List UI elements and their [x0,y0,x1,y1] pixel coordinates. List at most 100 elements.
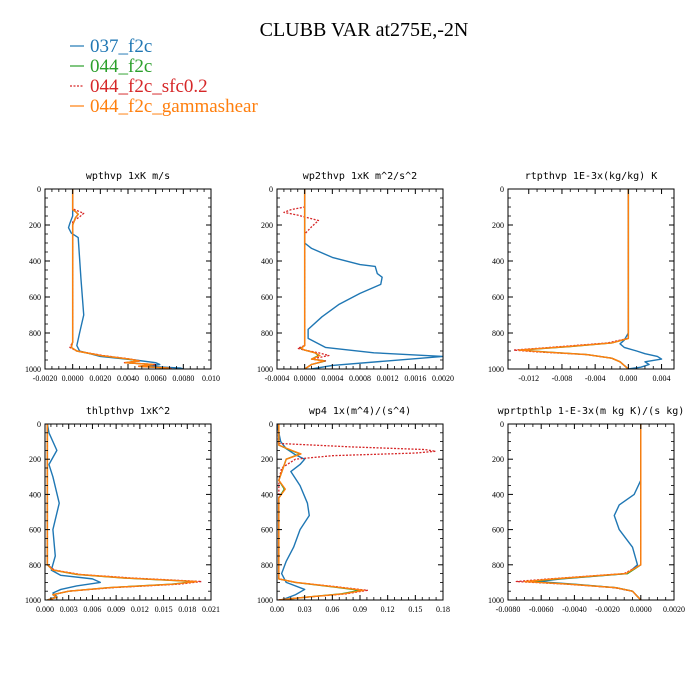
y-tick-label: 0 [500,420,504,429]
x-tick-label: 0.00 [270,605,284,614]
x-tick-label: 0.0000 [294,374,316,383]
x-tick-label: 0.003 [60,605,78,614]
series-line [303,189,443,369]
legend-entry: 044_f2c [70,56,152,77]
x-tick-label: 0.0060 [145,374,167,383]
x-tick-label: 0.03 [298,605,312,614]
legend: 037_f2c044_f2c044_f2c_sfc0.2044_f2c_gamm… [70,36,258,117]
legend-label: 044_f2c [90,56,152,77]
y-tick-label: 200 [492,221,504,230]
y-tick-label: 400 [261,257,273,266]
plot-frame [507,423,675,601]
chart-panel: wprtpthlp 1-E-3x(m kg K)/(s kg) 0 200 400 60… [488,406,685,614]
series-line [46,424,198,600]
y-tick-label: 1000 [257,365,273,374]
x-tick-label: -0.0004 [265,374,290,383]
series-group [283,189,443,369]
x-tick-label: 0.0020 [89,374,111,383]
y-tick-label: 1000 [25,365,41,374]
panel-title: rtpthvp 1E-3x(kg/kg) K [525,171,657,182]
y-tick-label: 600 [492,293,504,302]
series-group [277,424,437,600]
chart-panel: rtpthvp 1E-3x(kg/kg) K 0 200 400 600 800 1000 -… [488,171,675,383]
y-tick-label: 0 [269,420,273,429]
y-tick-label: 600 [261,526,273,535]
y-tick-label: 400 [29,490,41,499]
plot-frame [44,188,212,370]
y-tick-label: 800 [29,561,41,570]
y-tick-label: 800 [492,561,504,570]
x-tick-label: 0.018 [178,605,196,614]
x-tick-label: -0.008 [552,374,573,383]
y-tick-label: 600 [492,526,504,535]
legend-label: 037_f2c [90,36,152,57]
panel-title: thlpthvp 1xK^2 [86,406,170,417]
series-line [283,189,330,369]
panel-title: wpthvp 1xK m/s [86,171,170,182]
x-tick-label: 0.0016 [404,374,426,383]
y-tick-label: 400 [492,257,504,266]
x-tick-label: 0.012 [131,605,149,614]
y-tick-label: 0 [500,185,504,194]
x-tick-label: 0.12 [381,605,395,614]
y-tick-label: 200 [29,455,41,464]
series-line [277,424,310,600]
x-tick-label: 0.004 [653,374,671,383]
y-tick-label: 0 [37,420,41,429]
x-tick-label: 0.0080 [172,374,194,383]
y-tick-label: 800 [261,561,273,570]
x-tick-label: 0.0020 [432,374,454,383]
y-tick-label: 200 [261,455,273,464]
series-group [67,189,184,369]
legend-entry: 037_f2c [70,36,152,57]
panel-title: wp4 1x(m^4)/(s^4) [309,406,411,417]
chart-panel: wp2thvp 1xK m^2/s^2 0 200 400 600 800 1000-0.0… [257,171,454,383]
x-tick-label: 0.0004 [321,374,343,383]
y-tick-label: 200 [261,221,273,230]
y-tick-label: 200 [29,221,41,230]
x-tick-label: 0.15 [408,605,422,614]
x-tick-label: 0.0012 [377,374,399,383]
x-tick-label: 0.18 [436,605,450,614]
series-line [277,424,437,600]
x-tick-label: -0.004 [585,374,606,383]
x-tick-label: 0.09 [353,605,367,614]
legend-entry: 044_f2c_sfc0.2 [70,76,208,97]
plot-frame [507,188,675,370]
series-line [70,189,172,369]
series-line [619,189,663,369]
series-line [518,189,630,369]
y-tick-label: 800 [261,329,273,338]
x-tick-label: 0.06 [325,605,339,614]
y-tick-label: 800 [492,329,504,338]
x-tick-label: -0.0020 [33,374,58,383]
plot-frame [276,423,444,601]
series-line [70,189,170,369]
x-tick-label: -0.0080 [496,605,521,614]
x-tick-label: 0.000 [36,605,54,614]
series-line [278,424,365,600]
x-tick-label: 0.010 [202,374,220,383]
series-line [69,189,173,369]
legend-label: 044_f2c_sfc0.2 [90,76,208,97]
y-tick-label: 1000 [257,596,273,605]
x-tick-label: 0.006 [83,605,101,614]
x-tick-label: 0.009 [107,605,125,614]
figure-title: CLUBB VAR at275E,-2N [260,19,469,41]
series-line [523,424,642,600]
panel-title: wprtpthlp 1-E-3x(m kg K)/(s kg) [498,406,685,417]
x-tick-label: 0.000 [619,374,637,383]
x-tick-label: 0.0040 [117,374,139,383]
y-tick-label: 1000 [488,365,504,374]
series-line [513,189,629,369]
y-tick-label: 1000 [25,596,41,605]
x-tick-label: 0.0020 [663,605,685,614]
y-tick-label: 400 [261,490,273,499]
series-line [67,189,184,369]
y-tick-label: 400 [29,257,41,266]
legend-label: 044_f2c_gammashear [90,96,258,117]
x-tick-label: -0.012 [518,374,539,383]
